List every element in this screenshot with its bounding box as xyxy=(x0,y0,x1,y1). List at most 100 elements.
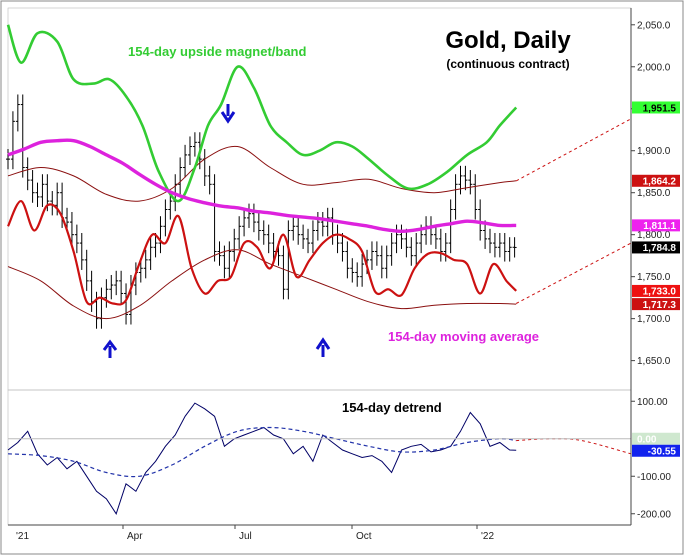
price-bar xyxy=(143,249,148,279)
price-bar xyxy=(207,165,212,195)
detrend-axis: -200.00 -100.00 100.00 0.00-30.55 xyxy=(8,390,680,525)
detrend-last-badge-text: -30.55 xyxy=(648,447,677,458)
price-bar xyxy=(119,270,124,304)
last-value-badge-bg xyxy=(632,101,680,114)
price-bar xyxy=(25,157,30,191)
price-bar xyxy=(473,174,478,220)
x-axis-label: Apr xyxy=(127,531,143,542)
price-bar xyxy=(74,224,79,254)
price-axis-label: 1,850.0 xyxy=(637,188,671,199)
detrend-last-badge-bg xyxy=(632,444,680,457)
last-value-badge-bg xyxy=(632,219,680,232)
price-bar xyxy=(379,245,384,279)
price-bar xyxy=(266,224,271,254)
price-bar xyxy=(192,132,197,157)
price-bar xyxy=(40,174,45,207)
price-bar xyxy=(483,220,488,249)
price-bar xyxy=(374,241,379,266)
price-bar xyxy=(320,212,325,237)
price-bar xyxy=(384,245,389,279)
price-bar xyxy=(232,228,237,262)
price-bar xyxy=(340,233,345,262)
price-bar xyxy=(6,149,10,170)
price-bar xyxy=(443,233,448,262)
price-bar xyxy=(301,224,306,249)
upper-envelope-line xyxy=(7,145,517,202)
price-bar xyxy=(10,111,15,170)
cycle-top-arrow xyxy=(220,104,236,124)
detrend-axis-label: 100.00 xyxy=(637,397,668,408)
price-bars xyxy=(6,94,517,329)
price-bar xyxy=(281,245,286,300)
last-value-badge-text: 1,717.3 xyxy=(643,300,677,311)
last-value-badge-upper-env: 1,864.2 xyxy=(632,174,680,188)
price-axis-label: 1,900.0 xyxy=(637,146,671,157)
price-axis-label: 1,800.0 xyxy=(637,230,671,241)
last-value-badge-text: 1,733.0 xyxy=(643,287,677,298)
last-value-badge-cycle: 1,733.0 xyxy=(632,284,680,298)
detrend-axis-label: -100.00 xyxy=(637,472,671,483)
projection-lower-line xyxy=(515,242,632,304)
price-bar xyxy=(497,233,502,258)
price-bar xyxy=(325,207,330,237)
cycle-bottom-arrow-1 xyxy=(102,339,118,358)
price-axis: 1,650.0 1,700.0 1,750.0 1,800.0 1,850.0 1,900… xyxy=(630,8,680,390)
upside-band-label: 154-day upside magnet/band xyxy=(128,44,306,59)
price-bar xyxy=(296,216,301,245)
cycle-projection-line xyxy=(6,200,517,306)
price-bar xyxy=(256,212,261,241)
price-bar xyxy=(183,144,188,178)
price-bar xyxy=(271,233,276,262)
moving-average-label: 154-day moving average xyxy=(388,329,539,344)
last-value-badge-lower-env: 1,717.3 xyxy=(632,298,680,311)
price-bar xyxy=(463,165,468,191)
price-bar xyxy=(261,220,266,245)
chart-title: Gold, Daily xyxy=(445,27,571,54)
price-bar xyxy=(502,233,507,262)
price-bar xyxy=(158,216,163,254)
price-bar xyxy=(453,174,458,220)
price-bar xyxy=(212,174,217,262)
price-bar xyxy=(399,224,404,249)
last-value-badge-bg xyxy=(632,298,680,311)
price-bar xyxy=(114,270,119,296)
price-axis-label: 1,700.0 xyxy=(637,314,671,325)
price-bar xyxy=(394,224,399,254)
last-value-badge-band: 1,951.5 xyxy=(632,101,680,114)
price-bar xyxy=(369,241,374,270)
price-bar xyxy=(355,262,360,287)
price-bar xyxy=(350,258,355,283)
price-bar xyxy=(124,283,129,325)
price-bar xyxy=(404,228,409,258)
price-bar xyxy=(492,233,497,258)
x-axis-label: '22 xyxy=(481,531,494,542)
price-bar xyxy=(84,249,89,291)
price-bar xyxy=(30,170,35,203)
last-value-badge-ma: 1,811.1 xyxy=(632,219,680,232)
price-bar xyxy=(448,199,453,254)
last-value-badge-text: 1,864.2 xyxy=(643,177,677,188)
price-lines xyxy=(6,24,632,320)
price-bar xyxy=(79,233,84,270)
price-bar xyxy=(178,157,183,195)
price-bar xyxy=(237,216,242,249)
moving-average-line xyxy=(7,138,517,233)
x-axis-label: Jul xyxy=(239,531,252,542)
price-bar xyxy=(69,212,74,245)
price-bar xyxy=(310,220,315,254)
price-bar xyxy=(488,228,493,254)
price-bar xyxy=(478,199,483,241)
price-bar xyxy=(409,237,414,266)
detrend-zero-badge-bg xyxy=(632,432,680,445)
price-bar xyxy=(187,136,192,165)
detrend-cycle-line xyxy=(7,426,517,478)
price-bar xyxy=(315,212,320,241)
price-axis-label: 1,750.0 xyxy=(637,272,671,283)
x-axis-label: '21 xyxy=(16,531,29,542)
detrend-zero-badge-text: 0.00 xyxy=(637,435,657,446)
detrend-last-badge: -30.55 xyxy=(632,444,680,458)
price-bar xyxy=(227,241,232,279)
x-axis-label: Oct xyxy=(356,531,372,542)
